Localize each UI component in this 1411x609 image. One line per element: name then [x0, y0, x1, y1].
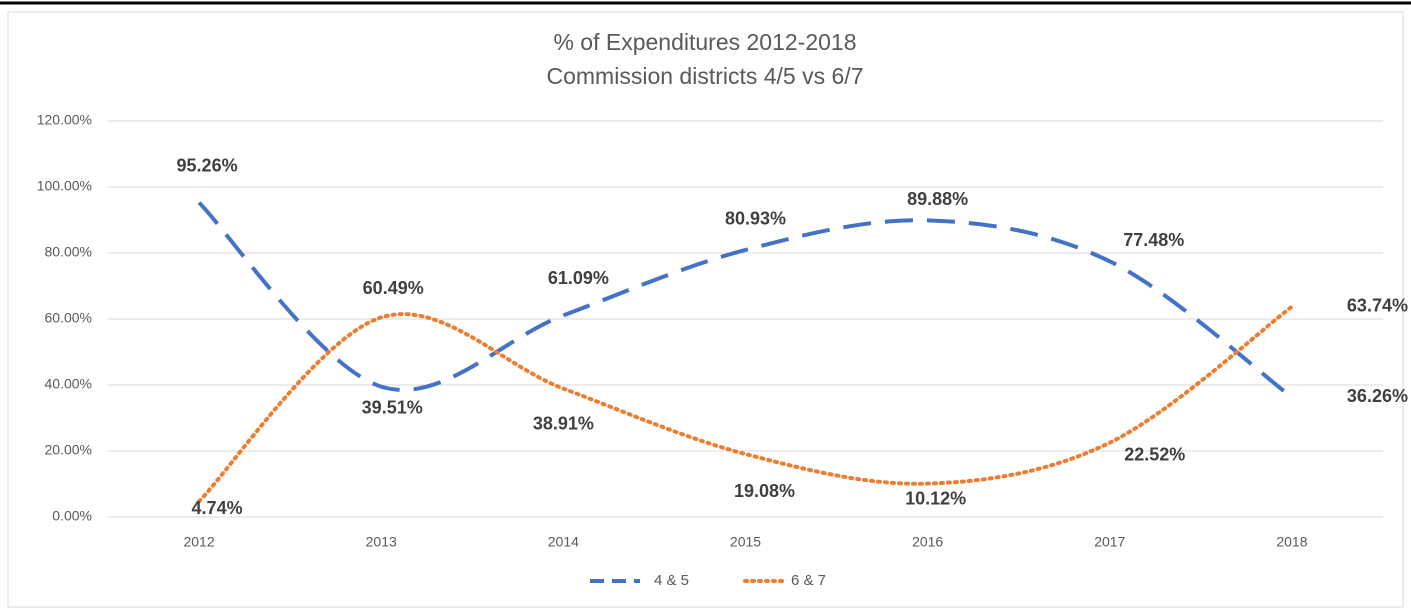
chart-subtitle: Commission districts 4/5 vs 6/7	[547, 63, 864, 89]
y-tick-label: 80.00%	[45, 244, 92, 260]
y-tick-label: 20.00%	[45, 442, 92, 458]
data-label: 89.88%	[907, 189, 968, 209]
data-label: 22.52%	[1124, 444, 1185, 464]
data-label: 80.93%	[725, 209, 786, 229]
x-tick-label: 2015	[730, 534, 761, 550]
data-label: 63.74%	[1347, 295, 1408, 315]
legend-label: 4 & 5	[654, 572, 689, 589]
data-label: 77.48%	[1123, 230, 1184, 250]
data-label: 4.74%	[192, 498, 243, 518]
x-tick-label: 2014	[548, 534, 579, 550]
y-tick-label: 120.00%	[37, 112, 92, 128]
y-tick-label: 40.00%	[45, 376, 92, 392]
x-tick-label: 2012	[183, 534, 214, 550]
x-tick-label: 2017	[1094, 534, 1125, 550]
data-label: 19.08%	[734, 481, 795, 501]
series-line	[197, 304, 1294, 504]
data-label: 36.26%	[1347, 386, 1408, 406]
y-tick-label: 0.00%	[52, 508, 92, 524]
y-tick-label: 60.00%	[45, 310, 92, 326]
data-label: 61.09%	[548, 268, 609, 288]
data-label: 10.12%	[905, 488, 966, 508]
data-label: 60.49%	[363, 278, 424, 298]
chart-border	[7, 11, 1404, 608]
legend-label: 6 & 7	[791, 572, 826, 589]
data-label: 95.26%	[177, 155, 238, 175]
data-label: 38.91%	[533, 413, 594, 433]
x-tick-label: 2016	[912, 534, 943, 550]
series-line	[197, 201, 1294, 399]
x-tick-label: 2018	[1276, 534, 1307, 550]
chart-title: % of Expenditures 2012-2018	[553, 29, 856, 55]
data-label: 39.51%	[362, 397, 423, 417]
y-tick-label: 100.00%	[37, 178, 92, 194]
x-tick-label: 2013	[366, 534, 397, 550]
